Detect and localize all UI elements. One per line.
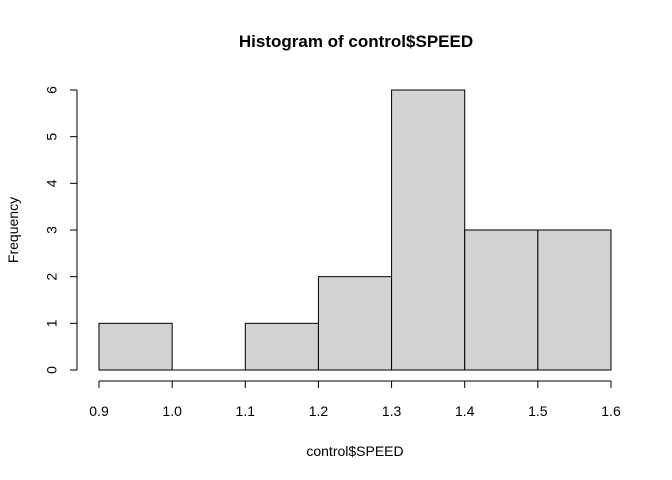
histogram-bar [317,276,393,371]
y-tick-label: 1 [44,319,60,327]
y-tick-label: 6 [44,86,60,94]
x-tick-label: 1.3 [382,403,402,419]
x-tick-label: 1.1 [236,403,256,419]
x-tick-label: 1.5 [528,403,548,419]
y-tick-label: 2 [44,273,60,281]
y-tick-label: 3 [44,226,60,234]
histogram-bar [537,229,612,371]
histogram-bar [464,229,539,371]
histogram-bar [391,89,466,371]
y-axis-label: Frequency [5,197,21,263]
bars-group [98,89,612,371]
x-tick-label: 1.0 [162,403,182,419]
x-axis: 0.9 1.0 1.1 1.2 1.3 1.4 1.5 1.6 [89,380,621,419]
x-tick-label: 1.2 [309,403,329,419]
y-axis: 0 1 2 3 4 5 6 [44,86,78,374]
chart-title: Histogram of control$SPEED [239,32,473,51]
y-tick-label: 0 [44,366,60,374]
x-axis-label: control$SPEED [306,443,403,459]
x-tick-label: 1.4 [455,403,475,419]
histogram-bar [98,322,173,371]
x-tick-label: 0.9 [89,403,109,419]
histogram-bar [244,322,319,371]
x-tick-label: 1.6 [601,403,621,419]
y-tick-label: 5 [44,133,60,141]
y-tick-label: 4 [44,179,60,187]
